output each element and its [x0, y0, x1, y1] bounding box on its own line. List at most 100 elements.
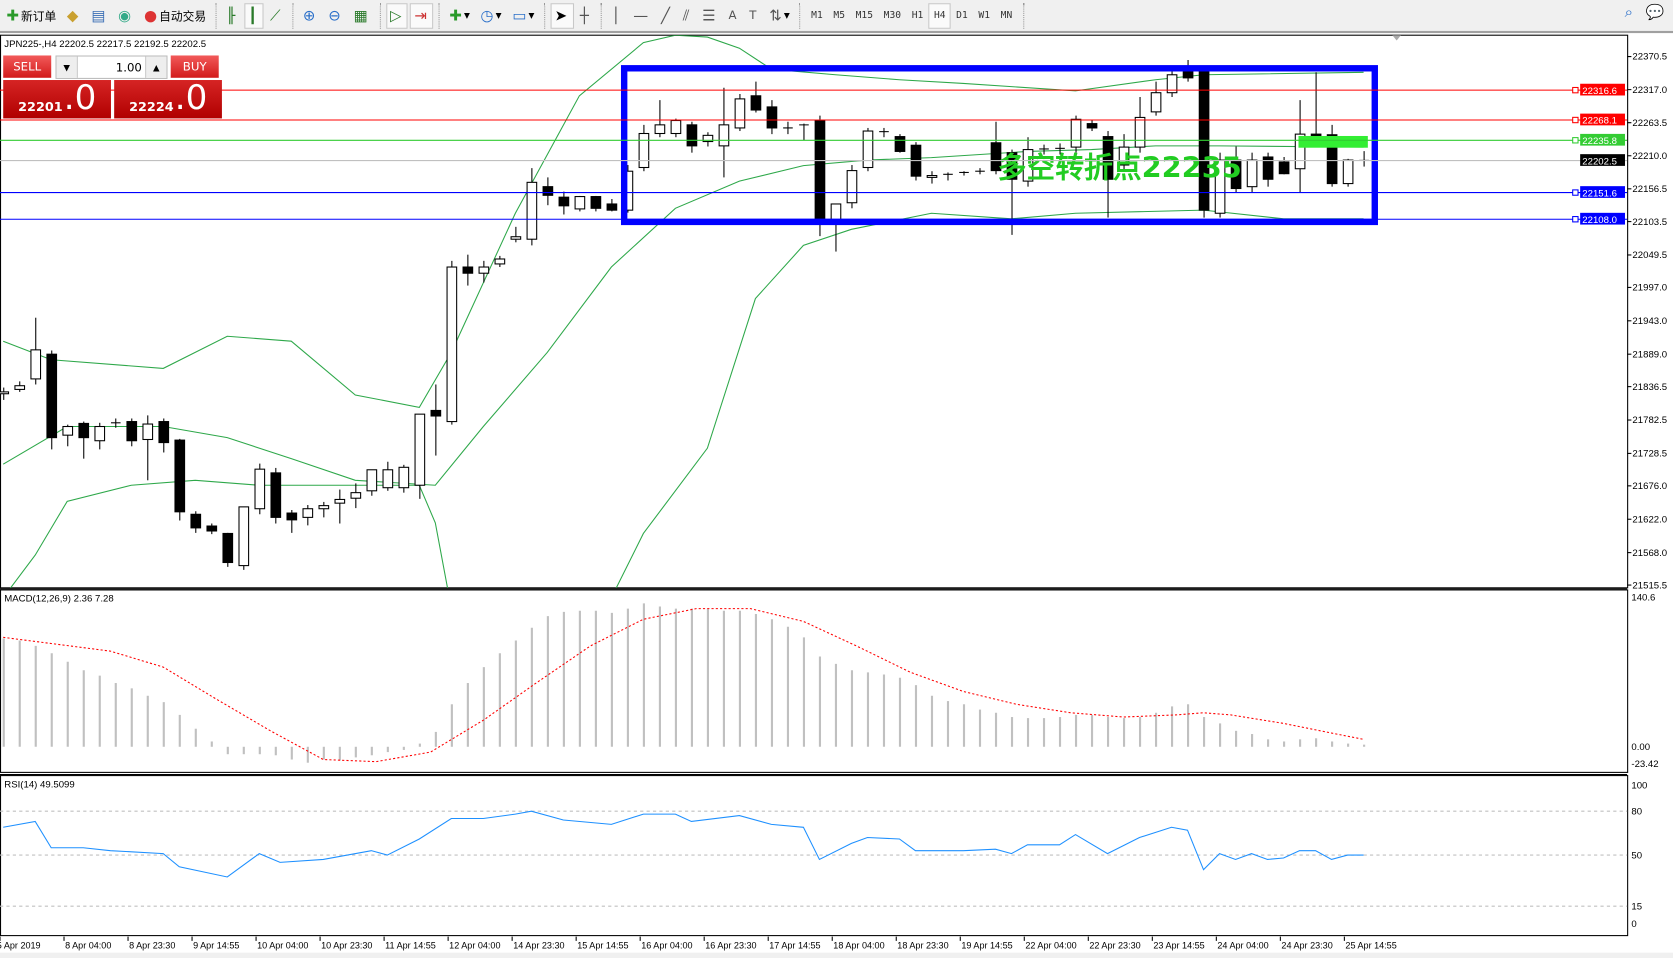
candle-body-up [62, 425, 74, 436]
candle-body-down [286, 512, 298, 521]
candle [302, 505, 314, 526]
candle [30, 317, 42, 385]
level-handle[interactable] [1572, 189, 1579, 196]
level-handle[interactable] [1572, 137, 1579, 144]
data-window-button[interactable]: ▤ [87, 3, 112, 29]
timeframe-w1[interactable]: W1 [978, 10, 990, 21]
rsi-line [3, 810, 1364, 878]
arrows-button[interactable]: ⇅ ▾ [769, 6, 790, 25]
timeframe-m1[interactable]: M1 [811, 10, 823, 21]
signal-icon: ◉ [118, 6, 132, 25]
candle-body-up [1150, 92, 1162, 113]
periods-button[interactable]: ◷ ▾ [480, 6, 502, 25]
horizontal-line-button[interactable]: — [629, 3, 655, 29]
timeframe-h4[interactable]: H4 [928, 2, 951, 29]
sell-price[interactable]: 22201.0 [3, 80, 111, 119]
candle [1102, 131, 1114, 218]
price-tick-label: 21943.0 [1632, 316, 1667, 327]
bar-chart-button[interactable]: ╟ [222, 3, 242, 29]
buy-button[interactable]: BUY [170, 55, 219, 79]
price-tick-label: 22049.5 [1632, 250, 1667, 261]
candle [142, 415, 154, 481]
candle [1262, 152, 1274, 187]
candle [799, 123, 809, 141]
toolbar-separator [544, 2, 546, 29]
timeframe-m5[interactable]: M5 [833, 10, 845, 21]
level-handle[interactable] [1572, 86, 1579, 94]
candle-body-up [846, 170, 858, 204]
candle-body-up [142, 423, 154, 441]
chart-canvas[interactable]: 多空转折点22235 22370.5 22317.0 22263.5 22210.0 22… [0, 34, 1673, 954]
autoscroll-button[interactable]: ▷ [385, 2, 408, 29]
candle [366, 469, 378, 496]
buy-price[interactable]: 22224.0 [114, 80, 222, 119]
bollinger-upper [3, 35, 1364, 408]
templates-button[interactable]: ▭ ▾ [512, 6, 535, 25]
timeframe-h1[interactable]: H1 [911, 10, 924, 21]
vertical-line-button[interactable]: │ [607, 3, 627, 29]
line-chart-button[interactable]: ⟋ [266, 3, 287, 29]
candle [462, 254, 474, 286]
autoscroll-icon: ▷ [390, 6, 402, 25]
timeframe-d1[interactable]: D1 [956, 10, 968, 21]
timeframe-m15[interactable]: M15 [855, 10, 874, 21]
price-tick-label: 21997.0 [1632, 283, 1667, 294]
candle-body-up [302, 508, 314, 518]
chart-shift-marker[interactable] [1392, 35, 1401, 41]
signals-button[interactable]: ◉ [114, 3, 138, 29]
candle [158, 418, 170, 453]
text-icon: A [728, 8, 737, 23]
candle [478, 260, 490, 283]
toolbar-separator [600, 2, 602, 29]
trendline-button[interactable]: ╱ [657, 3, 677, 29]
search-icon[interactable]: ⌕ [1624, 4, 1634, 22]
time-label: 5 Apr 2019 [0, 940, 41, 950]
chart-title: JPN225-,H4 22202.5 22217.5 22192.5 22202… [4, 38, 207, 50]
auto-trading-button[interactable]: ● 自动交易 [144, 6, 207, 25]
market-watch-button[interactable]: ◆ [63, 3, 85, 29]
candle [1310, 72, 1322, 139]
candle-body-up [574, 196, 586, 210]
candle-body-up [446, 266, 458, 423]
timeframe-mn[interactable]: MN [1000, 10, 1013, 21]
price-tick-label: 21515.5 [1632, 580, 1667, 591]
candle-body-up [414, 413, 426, 486]
chat-icon[interactable]: 💬 [1645, 4, 1665, 22]
level-handle[interactable] [1572, 216, 1579, 223]
fibonacci-button[interactable]: ☰ [698, 3, 722, 29]
channel-button[interactable]: ⫽ [679, 3, 696, 29]
range-box[interactable] [620, 65, 1378, 226]
lot-decrease-button[interactable]: ▼ [56, 56, 78, 78]
timeframe-m30[interactable]: M30 [883, 10, 902, 21]
cursor-button[interactable]: ➤ [550, 2, 574, 29]
candle [1326, 124, 1338, 187]
lot-size-input[interactable] [77, 60, 146, 75]
tile-windows-button[interactable]: ▦ [349, 3, 374, 29]
lot-size-stepper[interactable]: ▼ ▲ [55, 55, 168, 79]
sell-button[interactable]: SELL [3, 55, 52, 79]
indicators-button[interactable]: ✚ ▾ [449, 6, 470, 25]
candle [718, 87, 730, 178]
chart-shift-button[interactable]: ⇥ [410, 2, 434, 29]
candle [414, 413, 426, 499]
candlestick-button[interactable]: ┃ [243, 2, 264, 29]
new-order-button[interactable]: ✚ 新订单 [6, 6, 57, 25]
level-tag-22202.5: 22202.5 [1582, 156, 1617, 167]
zoom-in-button[interactable]: ⊕ [299, 3, 322, 29]
text-button[interactable]: A [724, 3, 743, 29]
price-tick-label: 21782.5 [1632, 415, 1667, 426]
rsi-tick-label: 100 [1631, 780, 1647, 791]
zoom-out-button[interactable]: ⊖ [324, 3, 347, 29]
crosshair-button[interactable]: ┼ [576, 3, 596, 29]
candle [14, 381, 26, 392]
text-label-button[interactable]: T [745, 3, 763, 29]
lot-increase-button[interactable]: ▲ [145, 56, 167, 78]
candle [1246, 152, 1258, 193]
candle-body-up [494, 258, 506, 265]
candle-body-down [1086, 123, 1098, 129]
rsi-tick-label: 15 [1631, 901, 1642, 912]
level-handle[interactable] [1572, 116, 1579, 124]
candle-body-up [1294, 133, 1306, 170]
candle-body-up [0, 391, 10, 395]
candle [1359, 151, 1369, 167]
